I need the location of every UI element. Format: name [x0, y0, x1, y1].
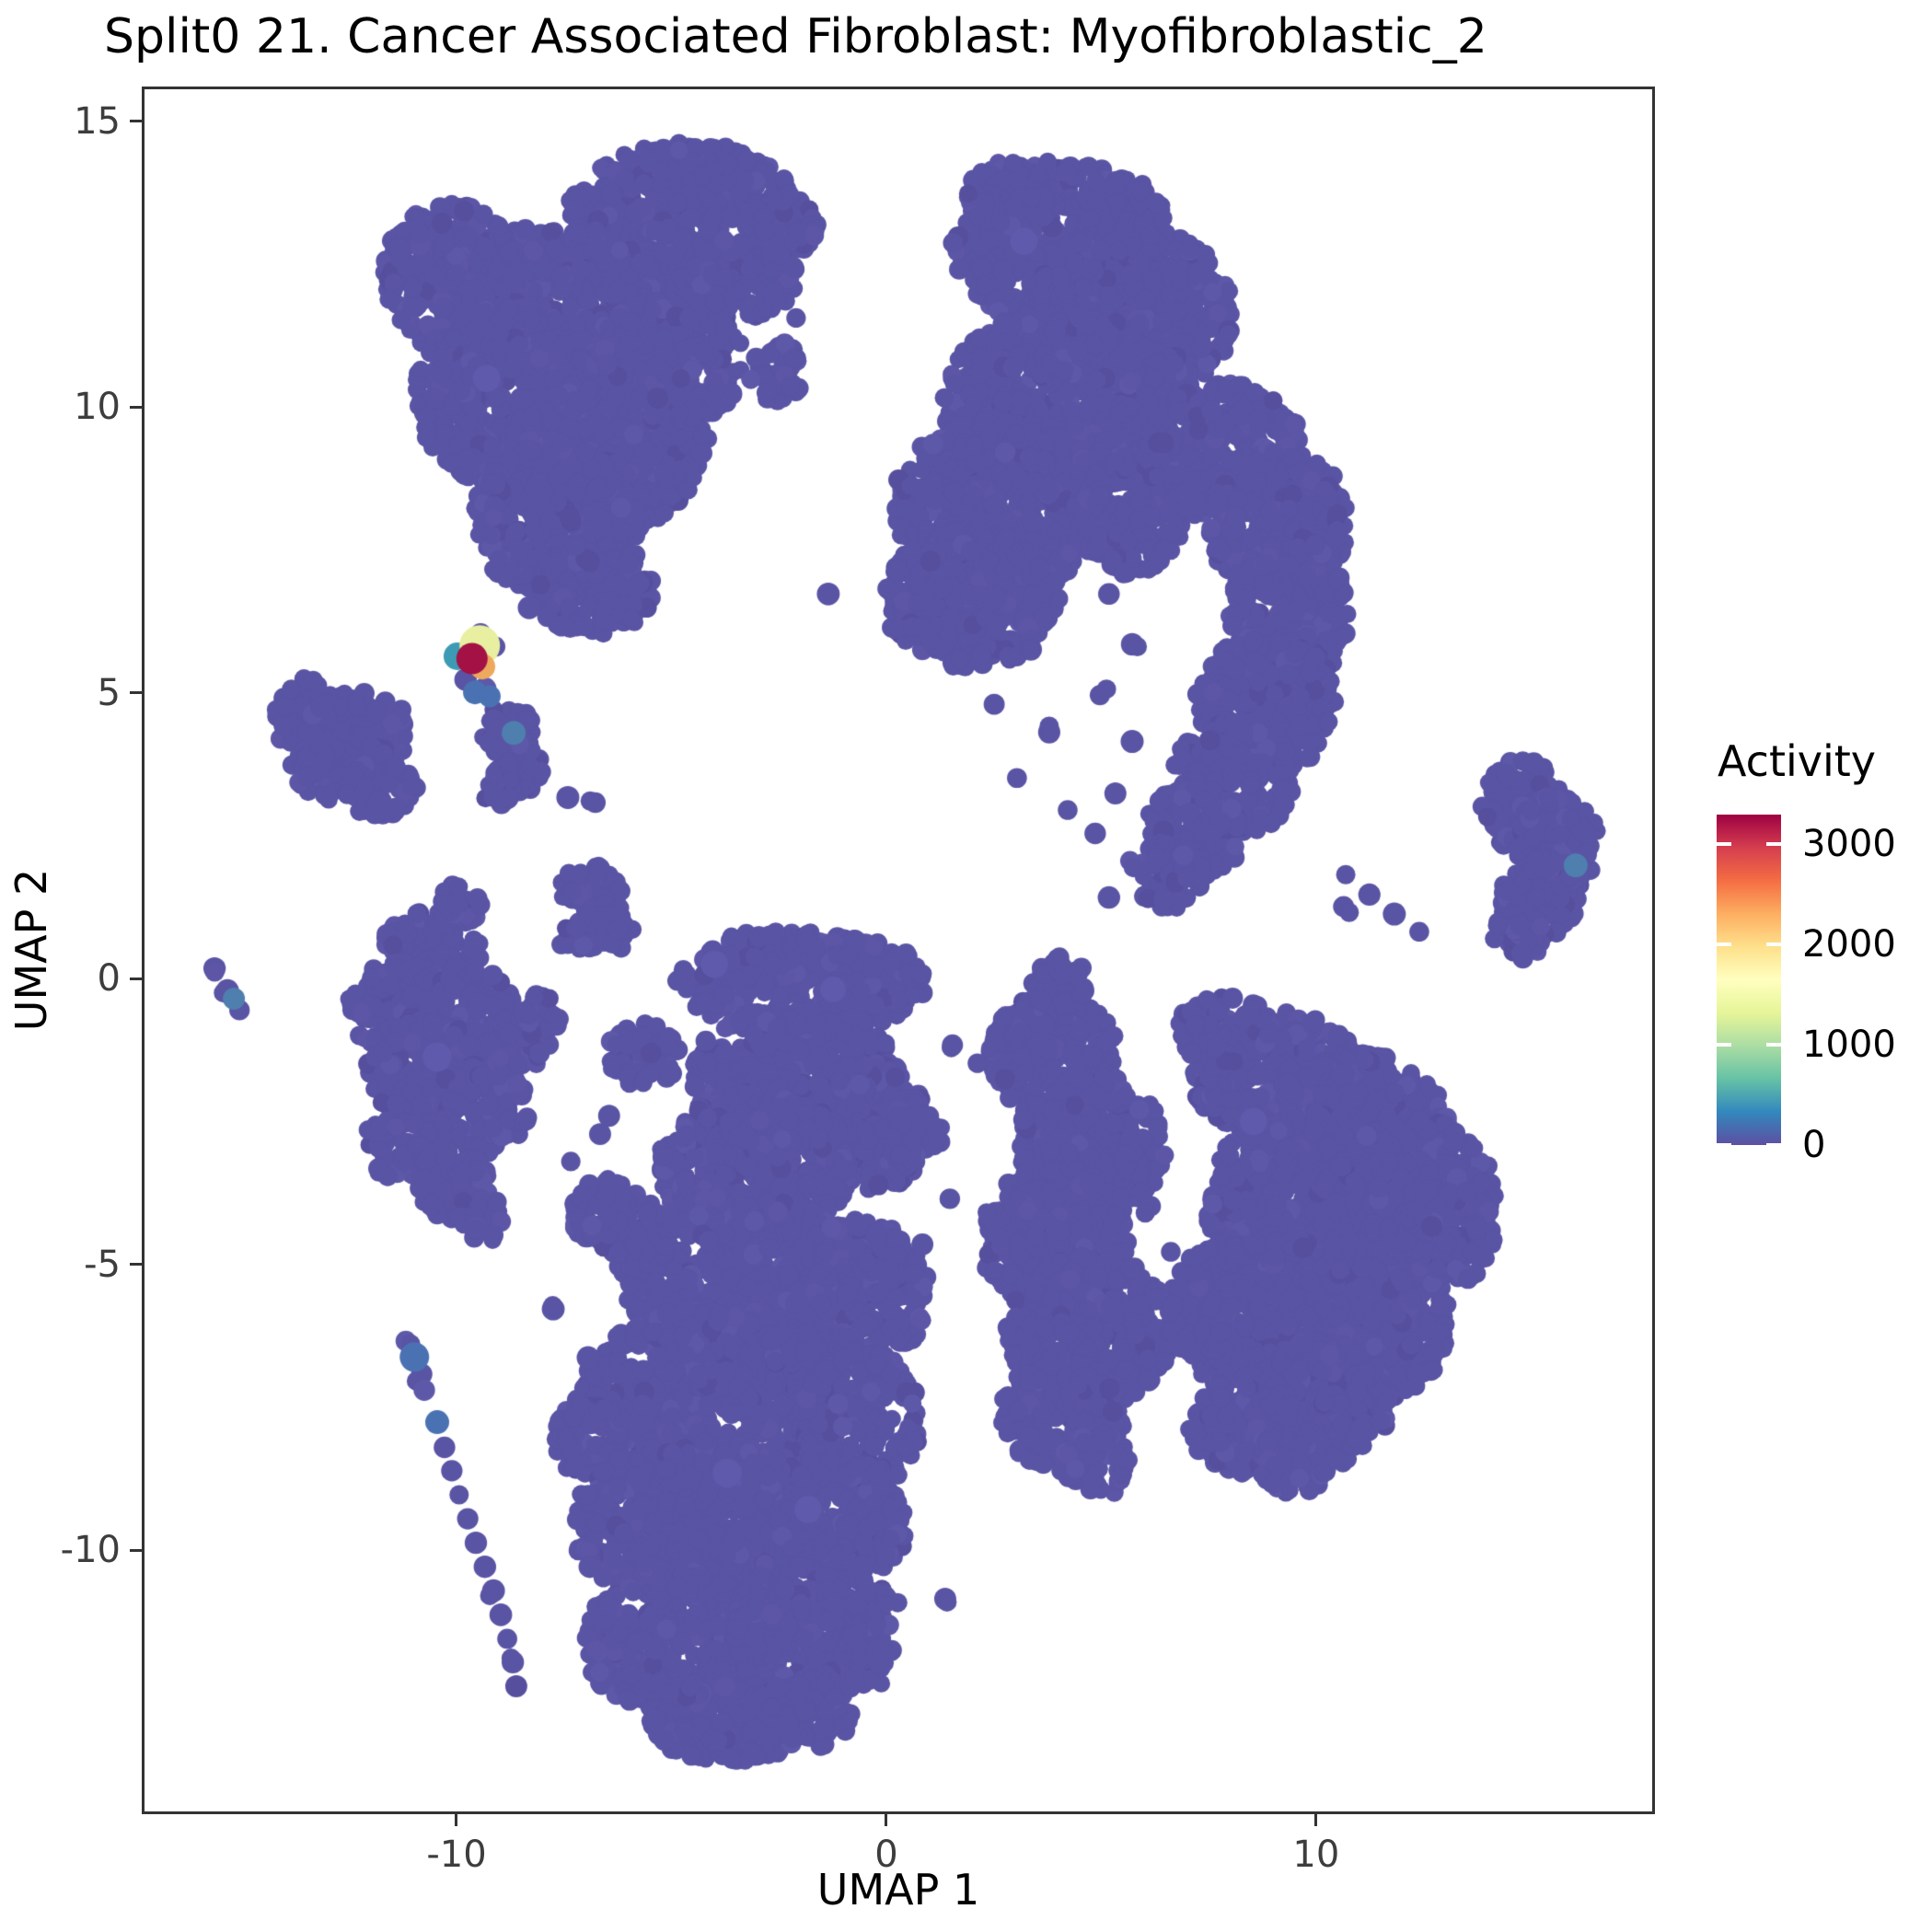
- y-axis-label: UMAP 2: [6, 868, 56, 1032]
- x-tick-mark: [455, 1814, 458, 1826]
- umap-scatter-canvas: [145, 89, 1652, 1811]
- colorbar-tick-label: 1000: [1802, 1023, 1896, 1066]
- y-tick-mark: [130, 1263, 142, 1267]
- colorbar-tick-mark: [1717, 1143, 1731, 1147]
- y-tick-mark: [130, 120, 142, 123]
- colorbar-tick-label: 2000: [1802, 922, 1896, 966]
- y-tick-label: 10: [74, 386, 121, 429]
- x-tick-label: 0: [874, 1834, 898, 1876]
- colorbar-gradient: [1717, 815, 1781, 1145]
- colorbar-tick-mark: [1717, 1042, 1731, 1047]
- page-title: Split0 21. Cancer Associated Fibroblast:…: [104, 9, 1487, 64]
- y-tick-label: 0: [97, 957, 121, 1001]
- y-tick-label: 5: [97, 671, 121, 714]
- y-tick-mark: [130, 691, 142, 695]
- y-tick-mark: [130, 977, 142, 980]
- x-axis-label: UMAP 1: [816, 1865, 980, 1915]
- x-tick-mark: [1314, 1814, 1318, 1826]
- y-tick-label: -10: [60, 1529, 121, 1572]
- plot-panel-border: [142, 87, 1655, 1814]
- legend-title: Activity: [1718, 736, 1877, 786]
- colorbar-tick-label: 3000: [1802, 822, 1896, 865]
- colorbar-tick-mark: [1766, 1042, 1781, 1047]
- y-tick-mark: [130, 405, 142, 409]
- colorbar-tick-mark: [1717, 841, 1731, 846]
- x-tick-label: 10: [1292, 1834, 1340, 1876]
- colorbar-tick-label: 0: [1802, 1124, 1826, 1166]
- y-tick-mark: [130, 1548, 142, 1552]
- y-tick-label: -5: [84, 1243, 121, 1286]
- x-tick-mark: [885, 1814, 888, 1826]
- colorbar-tick-mark: [1766, 1143, 1781, 1147]
- colorbar-tick-mark: [1717, 942, 1731, 946]
- y-tick-label: 15: [74, 99, 121, 143]
- x-tick-label: -10: [426, 1834, 487, 1876]
- colorbar-tick-mark: [1766, 841, 1781, 846]
- colorbar-tick-mark: [1766, 942, 1781, 946]
